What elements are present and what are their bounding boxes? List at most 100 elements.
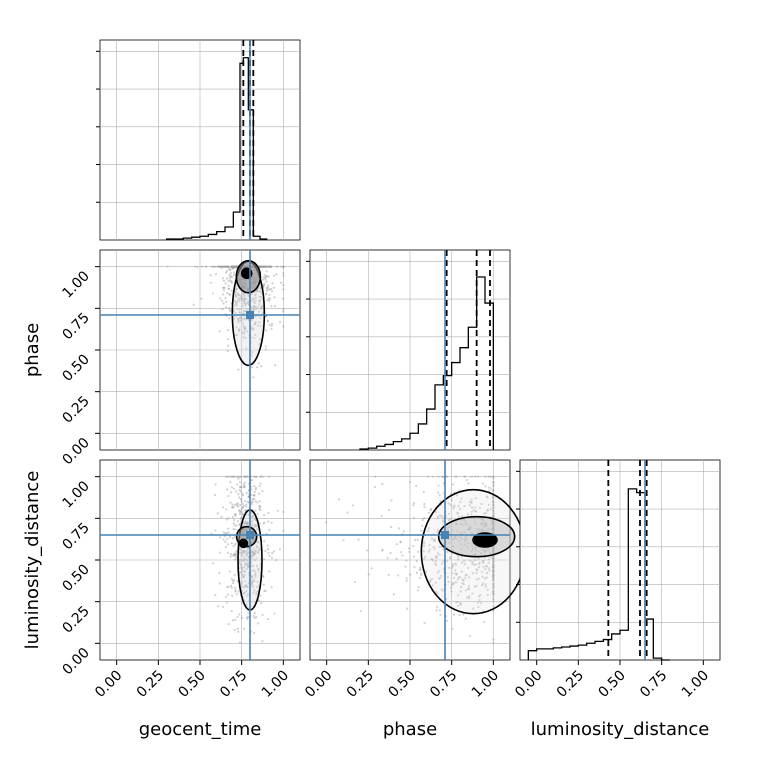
sample-point bbox=[238, 570, 241, 574]
sample-point bbox=[270, 521, 273, 524]
sample-point bbox=[254, 500, 257, 503]
xlabel-luminosity-distance: luminosity_distance bbox=[531, 719, 710, 740]
sample-point bbox=[251, 585, 254, 588]
sample-point bbox=[209, 274, 212, 277]
sample-point bbox=[442, 560, 445, 563]
sample-point bbox=[278, 548, 282, 551]
sample-point bbox=[438, 494, 441, 497]
sample-point bbox=[227, 287, 230, 290]
sample-point bbox=[239, 498, 243, 501]
sample-point bbox=[455, 475, 458, 478]
sample-point bbox=[460, 570, 463, 573]
sample-point bbox=[381, 549, 384, 552]
sample-point bbox=[434, 581, 437, 584]
sample-point bbox=[232, 310, 235, 313]
sample-point bbox=[245, 491, 248, 495]
sample-point bbox=[492, 501, 495, 504]
sample-point bbox=[259, 475, 262, 478]
sample-point bbox=[449, 504, 452, 507]
sample-point bbox=[224, 265, 227, 268]
sample-point bbox=[240, 317, 243, 320]
sample-point bbox=[236, 292, 240, 295]
sample-point bbox=[241, 573, 244, 577]
sample-point bbox=[399, 551, 403, 554]
sample-point bbox=[486, 508, 490, 511]
sample-point bbox=[232, 554, 235, 557]
sample-point bbox=[233, 503, 236, 507]
sample-point bbox=[226, 585, 229, 589]
sample-point bbox=[260, 306, 263, 310]
sample-point bbox=[244, 550, 247, 553]
sample-point bbox=[456, 511, 459, 514]
sample-point bbox=[463, 559, 466, 562]
sample-point bbox=[226, 265, 230, 268]
sample-point bbox=[231, 506, 234, 509]
sample-point bbox=[246, 552, 249, 555]
sample-point bbox=[229, 491, 233, 494]
sample-point bbox=[232, 265, 235, 268]
sample-point bbox=[217, 265, 220, 268]
sample-point bbox=[262, 575, 265, 578]
sample-point bbox=[225, 601, 228, 604]
sample-point bbox=[259, 290, 262, 293]
sample-point bbox=[246, 550, 250, 553]
sample-point bbox=[487, 561, 490, 564]
sample-point bbox=[239, 509, 242, 513]
sample-point bbox=[253, 308, 256, 311]
sample-point bbox=[253, 336, 256, 340]
sample-point bbox=[450, 499, 454, 502]
sample-point bbox=[282, 297, 285, 300]
sample-point bbox=[227, 475, 230, 478]
sample-point bbox=[253, 552, 256, 555]
sample-point bbox=[492, 559, 495, 562]
sample-point bbox=[219, 536, 222, 539]
sample-point bbox=[415, 571, 419, 574]
sample-point bbox=[490, 487, 493, 490]
sample-point bbox=[271, 552, 274, 555]
sample-point bbox=[269, 265, 272, 268]
sample-point bbox=[272, 286, 275, 289]
sample-point bbox=[266, 298, 269, 302]
sample-point bbox=[240, 580, 243, 583]
sample-point bbox=[229, 481, 232, 484]
sample-point bbox=[492, 515, 495, 519]
sample-point bbox=[492, 504, 495, 507]
sample-point bbox=[262, 284, 265, 287]
sample-point bbox=[239, 558, 242, 561]
sample-point bbox=[218, 582, 221, 585]
sample-point bbox=[492, 500, 495, 504]
sample-point bbox=[263, 540, 266, 543]
sample-point bbox=[235, 265, 238, 268]
sample-point bbox=[472, 607, 475, 610]
sample-point bbox=[254, 296, 257, 299]
sample-point bbox=[265, 289, 268, 292]
sample-point bbox=[492, 509, 495, 512]
sample-point bbox=[276, 509, 279, 512]
xlabel-phase: phase bbox=[383, 719, 437, 740]
sample-point bbox=[239, 475, 242, 478]
sample-point bbox=[238, 475, 242, 479]
sample-point bbox=[247, 293, 250, 296]
sample-point bbox=[478, 599, 481, 602]
sample-point bbox=[251, 297, 255, 300]
sample-point bbox=[430, 577, 433, 581]
sample-point bbox=[282, 310, 285, 313]
ytick-label: 0.00 bbox=[59, 435, 92, 468]
sample-point bbox=[243, 484, 246, 488]
sample-point bbox=[468, 500, 471, 503]
sample-point bbox=[242, 586, 245, 589]
sample-point bbox=[485, 565, 489, 568]
sample-point bbox=[232, 271, 236, 274]
sample-point bbox=[263, 265, 266, 268]
sample-point bbox=[254, 293, 257, 296]
sample-point bbox=[240, 568, 244, 571]
sample-point bbox=[247, 301, 250, 304]
sample-point bbox=[260, 265, 263, 268]
sample-point bbox=[234, 556, 238, 559]
sample-point bbox=[226, 291, 229, 295]
sample-point bbox=[468, 634, 472, 638]
sample-point bbox=[407, 547, 411, 550]
sample-point bbox=[256, 580, 259, 583]
sample-point bbox=[324, 521, 328, 524]
sample-point bbox=[235, 265, 239, 268]
